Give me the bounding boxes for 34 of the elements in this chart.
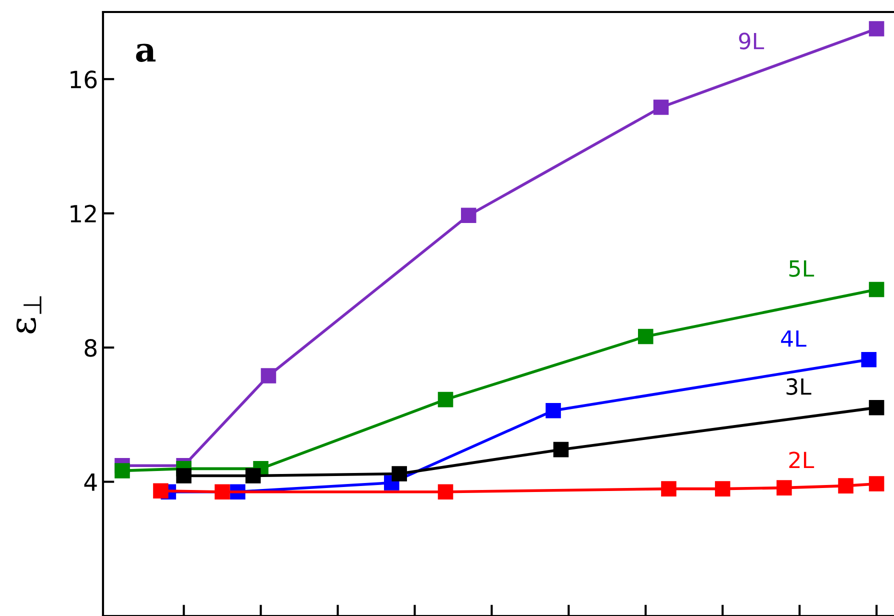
point	[176, 468, 192, 484]
series-label: 4L	[781, 330, 806, 347]
point	[861, 352, 876, 368]
point	[460, 208, 476, 223]
series-label: 2L	[789, 452, 814, 468]
annotation: a	[136, 44, 156, 62]
y-tick-label: 16	[70, 70, 97, 88]
point	[438, 392, 454, 408]
point	[776, 480, 792, 496]
point	[868, 21, 884, 36]
point	[868, 476, 884, 492]
point	[868, 282, 884, 298]
point	[392, 466, 407, 482]
y-axis-title: ε$_{⊥}$	[16, 296, 42, 334]
point	[546, 403, 561, 418]
point	[714, 481, 730, 496]
series-label: 9L	[739, 32, 764, 50]
point	[114, 463, 130, 478]
point	[245, 468, 261, 484]
y-tick-label: 12	[70, 204, 96, 222]
point	[838, 478, 854, 494]
point	[868, 400, 884, 416]
point	[214, 484, 230, 500]
point	[661, 481, 676, 496]
point	[653, 100, 669, 115]
series-label: 5L	[789, 260, 814, 277]
y-tick-label: 4	[84, 474, 97, 491]
point	[260, 368, 276, 384]
point	[438, 484, 454, 500]
point	[638, 328, 654, 344]
series-label: 3L	[786, 378, 812, 395]
y-tick-label: 8	[84, 339, 97, 357]
point	[553, 442, 569, 458]
point	[153, 483, 168, 498]
